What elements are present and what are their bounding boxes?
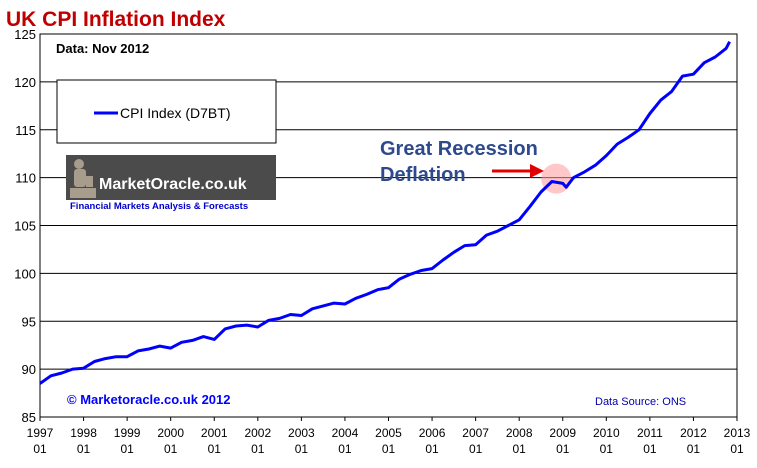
y-tick-label: 125	[14, 27, 36, 42]
x-tick-month: 01	[643, 442, 657, 456]
y-tick-label: 115	[15, 123, 36, 138]
x-tick-year: 2007	[462, 426, 489, 440]
y-tick-label: 110	[15, 171, 36, 186]
x-tick-month: 01	[164, 442, 178, 456]
x-tick-month: 01	[77, 442, 91, 456]
x-tick-month: 01	[208, 442, 222, 456]
marketoracle-logo: MarketOracle.co.uk Financial Markets Ana…	[66, 155, 276, 212]
x-tick-month: 01	[295, 442, 309, 456]
x-tick-year: 2006	[419, 426, 446, 440]
y-tick-label: 85	[22, 410, 36, 425]
x-tick-month: 01	[120, 442, 134, 456]
x-tick-year: 2010	[593, 426, 620, 440]
x-tick-year: 2009	[549, 426, 576, 440]
copyright-text: © Marketoracle.co.uk 2012	[67, 392, 231, 407]
y-tick-label: 105	[14, 219, 36, 234]
x-tick-month: 01	[251, 442, 265, 456]
data-source-text: Data Source: ONS	[595, 396, 686, 408]
x-tick-year: 2001	[201, 426, 228, 440]
x-tick-month: 01	[469, 442, 483, 456]
x-tick-year: 2012	[680, 426, 707, 440]
x-tick-month: 01	[730, 442, 744, 456]
x-tick-year: 1999	[114, 426, 141, 440]
y-tick-label: 120	[14, 75, 36, 90]
y-tick-label: 95	[22, 314, 36, 329]
x-tick-year: 2003	[288, 426, 315, 440]
x-tick-month: 01	[382, 442, 396, 456]
legend: CPI Index (D7BT)	[56, 79, 277, 144]
x-tick-year: 2013	[724, 426, 751, 440]
chart-subtitle: Data: Nov 2012	[56, 41, 149, 56]
x-tick-labels: 1997 01 1998 01 1999 01 2000 01 2001 01 2002 01 2003…	[27, 417, 751, 456]
x-tick-month: 01	[338, 442, 352, 456]
legend-box	[56, 79, 277, 144]
y-tick-label: 90	[22, 362, 36, 377]
x-tick-year: 2004	[332, 426, 359, 440]
x-tick-year: 2011	[637, 426, 663, 440]
annotation-arrowhead	[530, 164, 544, 178]
annotation-line-1: Great Recession	[380, 138, 538, 160]
chart-title: UK CPI Inflation Index	[6, 8, 226, 31]
legend-label: CPI Index (D7BT)	[120, 105, 230, 121]
logo-site-text: MarketOracle.co.uk	[99, 176, 247, 193]
x-tick-month: 01	[556, 442, 570, 456]
logo-background	[66, 155, 276, 200]
x-tick-month: 01	[513, 442, 527, 456]
x-tick-year: 2002	[244, 426, 271, 440]
x-tick-year: 2000	[157, 426, 184, 440]
statue-icon	[70, 159, 96, 198]
cpi-series-line	[39, 41, 731, 385]
x-tick-year: 2008	[506, 426, 533, 440]
x-tick-year: 1998	[70, 426, 97, 440]
x-tick-month: 01	[425, 442, 439, 456]
x-tick-month: 01	[687, 442, 701, 456]
logo-tagline: Financial Markets Analysis & Forecasts	[70, 201, 248, 212]
x-tick-year: 1997	[27, 426, 54, 440]
x-tick-month: 01	[33, 442, 47, 456]
y-tick-label: 100	[14, 266, 36, 281]
annotation-line-2: Deflation	[380, 164, 466, 186]
recession-annotation: Great Recession Deflation	[380, 138, 544, 186]
x-tick-year: 2005	[375, 426, 402, 440]
x-tick-month: 01	[600, 442, 614, 456]
y-tick-labels: 85 90 95 100 105 110 115 120 125	[14, 27, 36, 425]
